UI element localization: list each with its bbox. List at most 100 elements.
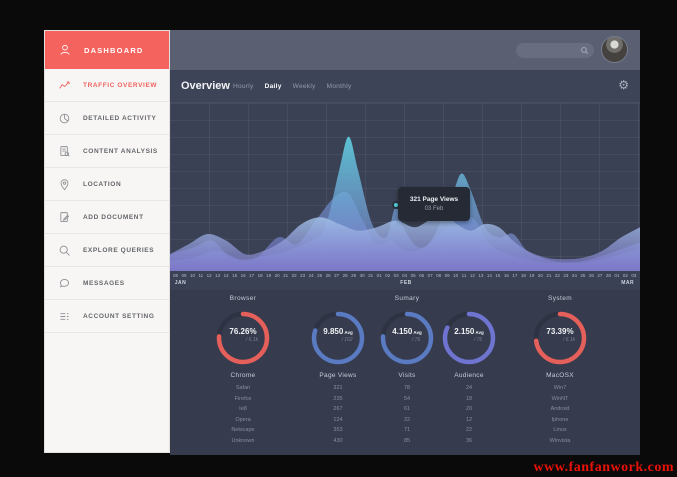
stat-list: 24 18 20 12 22 36 bbox=[438, 383, 500, 446]
x-tick-label: 23 bbox=[300, 273, 306, 278]
stat-label: Visits bbox=[398, 372, 416, 379]
gear-icon[interactable]: ⚙ bbox=[618, 78, 629, 92]
avatar[interactable] bbox=[601, 36, 628, 63]
x-tick-label: 02 bbox=[622, 273, 628, 278]
chart-plot[interactable]: 321 Page Views 03 Feb bbox=[170, 103, 640, 271]
watermark: www.fanfanwork.com bbox=[533, 460, 674, 475]
sidebar-item-traffic-overview[interactable]: TRAFFIC OVERVIEW bbox=[45, 69, 169, 102]
sidebar-item-location[interactable]: LOCATION bbox=[45, 168, 169, 201]
stat-list: 78 54 61 22 71 85 bbox=[376, 383, 438, 446]
x-tick-label: 11 bbox=[461, 273, 467, 278]
stat-group-title bbox=[300, 295, 376, 305]
x-tick-label: 22 bbox=[291, 273, 297, 278]
gauge-unit: Avg bbox=[474, 330, 484, 335]
stat-column-macosx: System 73.39%/ 6.1k MacOSX Win7 WinNT Android… bbox=[510, 290, 610, 455]
search-box[interactable] bbox=[516, 43, 594, 58]
stat-list-item: 36 bbox=[465, 437, 473, 444]
x-tick-label: 24 bbox=[571, 273, 577, 278]
stat-list-item: Ie8 bbox=[239, 406, 247, 412]
x-tick-label: 03 bbox=[631, 273, 637, 278]
gauge-subvalue: / 6.1k bbox=[245, 337, 259, 343]
sidebar-item-account-setting[interactable]: ACCOUNT SETTING bbox=[45, 300, 169, 333]
stat-label: Audience bbox=[454, 372, 484, 379]
tab-daily[interactable]: Daily bbox=[264, 83, 282, 90]
x-tick-label: 26 bbox=[588, 273, 594, 278]
sidebar-item-label: LOCATION bbox=[83, 180, 122, 188]
x-tick-label: 25 bbox=[317, 273, 323, 278]
stat-list: 321 235 267 124 353 430 bbox=[300, 383, 376, 446]
gauge-value: 76.26% bbox=[229, 327, 257, 336]
sidebar-item-messages[interactable]: MESSAGES bbox=[45, 267, 169, 300]
gauge-audience[interactable]: 2.150 Avg/ 76 bbox=[440, 309, 498, 367]
stat-list: Safari Firefox Ie8 Opera Netscape Unknown bbox=[193, 383, 293, 446]
x-tick-label: 11 bbox=[198, 273, 204, 278]
x-tick-label: 10 bbox=[190, 273, 196, 278]
sidebar-item-add-document[interactable]: ADD DOCUMENT bbox=[45, 201, 169, 234]
sidebar-item-content-analysis[interactable]: CONTENT ANALYSIS bbox=[45, 135, 169, 168]
stat-label: Page Views bbox=[319, 372, 357, 379]
search-input[interactable] bbox=[522, 43, 580, 58]
month-label-jan: JAN bbox=[174, 280, 187, 286]
x-tick-label: 15 bbox=[495, 273, 501, 278]
x-tick-label: 14 bbox=[486, 273, 492, 278]
tab-hourly[interactable]: Hourly bbox=[233, 83, 254, 90]
gauge-text: 9.850 Avg/ 162 bbox=[309, 327, 367, 343]
gauge-subvalue: / 6.1k bbox=[562, 337, 576, 343]
stat-list-item: 321 bbox=[333, 385, 343, 391]
stat-list-item: 22 bbox=[403, 416, 411, 423]
sidebar-nav: TRAFFIC OVERVIEW DETAILED ACTIVITY CONTENT… bbox=[45, 69, 169, 333]
stat-list-item: Iphone bbox=[551, 416, 569, 423]
x-tick-label: 01 bbox=[614, 273, 620, 278]
tooltip-date: 03 Feb bbox=[424, 206, 444, 212]
stat-list-item: 71 bbox=[403, 427, 411, 433]
x-tick-label: 21 bbox=[546, 273, 552, 278]
gauge-visits[interactable]: 4.150 Avg/ 76 bbox=[378, 309, 436, 367]
traffic-chart: 321 Page Views 03 Feb 08 09 10 11 12 13 14 15 16… bbox=[170, 103, 640, 290]
area-series-pageviews-front bbox=[170, 213, 640, 271]
x-tick-label: 26 bbox=[325, 273, 331, 278]
x-tick-label: 03 bbox=[393, 273, 399, 278]
x-tick-label: 12 bbox=[206, 273, 212, 278]
tab-weekly[interactable]: Weekly bbox=[292, 83, 316, 90]
stat-column-page-views: 9.850 Avg/ 162 Page Views 321 235 267 124 353 4… bbox=[300, 290, 376, 455]
gauge-value: 73.39% bbox=[546, 327, 574, 336]
sidebar-item-label: MESSAGES bbox=[83, 279, 125, 287]
sidebar-item-label: ACCOUNT SETTING bbox=[83, 312, 155, 320]
sidebar-item-label: CONTENT ANALYSIS bbox=[83, 147, 158, 155]
x-tick-label: 22 bbox=[554, 273, 560, 278]
gauge-macosx[interactable]: 73.39%/ 6.1k bbox=[531, 309, 589, 367]
stat-list-item: WinNT bbox=[551, 395, 569, 402]
month-label-mar: MAR bbox=[621, 280, 635, 286]
document-icon bbox=[58, 145, 71, 158]
stat-list-item: 22 bbox=[465, 427, 473, 433]
stat-group-title: Browser bbox=[229, 295, 257, 302]
x-tick-label: 09 bbox=[181, 273, 187, 278]
stat-list-item: Unknown bbox=[231, 437, 255, 444]
stat-list-item: Safari bbox=[235, 385, 251, 391]
gauge-ring bbox=[380, 311, 434, 365]
x-axis-months: JAN FEB MAR bbox=[170, 280, 640, 289]
gauge-page-views[interactable]: 9.850 Avg/ 162 bbox=[309, 309, 367, 367]
stat-list-item: 61 bbox=[403, 406, 411, 412]
stat-list: Win7 WinNT Android Iphone Linux Winvista bbox=[510, 383, 610, 446]
x-tick-label: 18 bbox=[257, 273, 263, 278]
stat-list-item: 24 bbox=[465, 385, 473, 391]
sidebar-header-dashboard[interactable]: DASHBOARD bbox=[45, 31, 169, 69]
x-tick-label: 13 bbox=[478, 273, 484, 278]
stat-list-item: Opera bbox=[235, 416, 251, 423]
gauge-value: 9.850 Avg bbox=[323, 327, 353, 336]
sidebar-item-label: TRAFFIC OVERVIEW bbox=[83, 81, 158, 89]
stat-column-audience: 2.150 Avg/ 76 Audience 24 18 20 12 22 36 bbox=[438, 290, 500, 455]
gauge-text: 2.150 Avg/ 76 bbox=[440, 327, 498, 343]
stat-list-item: Android bbox=[550, 406, 570, 412]
x-tick-label: 10 bbox=[453, 273, 459, 278]
sidebar-item-explore-queries[interactable]: EXPLORE QUERIES bbox=[45, 234, 169, 267]
gauge-chrome[interactable]: 76.26%/ 6.1k bbox=[214, 309, 272, 367]
sidebar-item-label: ADD DOCUMENT bbox=[83, 213, 144, 221]
x-tick-label: 20 bbox=[537, 273, 543, 278]
x-tick-label: 21 bbox=[283, 273, 289, 278]
sidebar-item-detailed-activity[interactable]: DETAILED ACTIVITY bbox=[45, 102, 169, 135]
tab-monthly[interactable]: Monthly bbox=[326, 83, 352, 90]
x-tick-label: 29 bbox=[351, 273, 357, 278]
